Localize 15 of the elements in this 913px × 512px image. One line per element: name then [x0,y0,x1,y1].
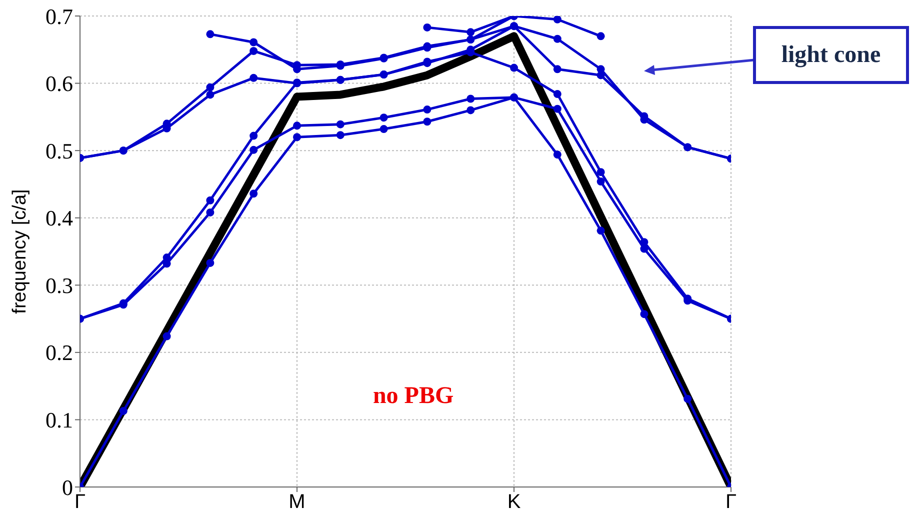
y-tick-label: 0.6 [46,71,73,96]
y-tick-label: 0.1 [46,408,73,433]
y-tick-label: 0.7 [46,4,73,29]
x-tick-label: Γ [74,491,86,512]
x-tick-label: Γ [725,491,737,512]
y-tick-label: 0.4 [46,206,73,231]
y-tick-label: 0.3 [46,272,73,298]
y-axis-title: frequency [c/a] [10,189,31,314]
annotation: no PBG [372,383,454,410]
x-tick-label: K [507,491,522,512]
y-tick-label: 0.5 [46,138,73,164]
y-tick-label: 0 [62,474,73,500]
x-tick-label: M [288,491,306,512]
label-box: light cone [753,26,909,84]
y-tick-label: 0.2 [46,340,73,366]
